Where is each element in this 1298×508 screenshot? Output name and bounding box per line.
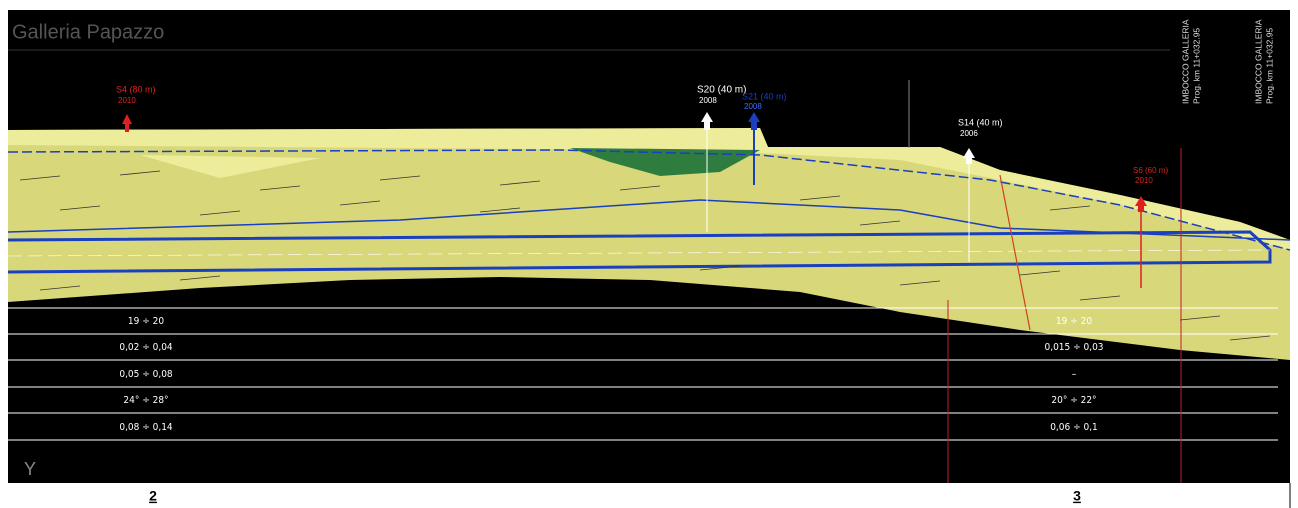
fault-line bbox=[999, 174, 1031, 331]
table-cell: 19 ÷ 20 bbox=[128, 316, 164, 327]
boundary-line bbox=[7, 199, 1291, 241]
tunnel-axis bbox=[7, 249, 1271, 257]
table-cell: 0,08 ÷ 0,14 bbox=[119, 422, 173, 433]
table-cell: 20° ÷ 22° bbox=[1051, 395, 1096, 406]
borehole-year: 2006 bbox=[960, 129, 978, 138]
green-lens bbox=[570, 148, 760, 176]
borehole-name: S21 (40 m) bbox=[742, 91, 787, 101]
borehole-marker bbox=[963, 148, 975, 262]
table-cell: 0,015 ÷ 0,03 bbox=[1044, 342, 1103, 353]
table-cell: 19 ÷ 20 bbox=[1056, 316, 1092, 327]
table-cell: 24° ÷ 28° bbox=[123, 395, 168, 406]
portal-progressive: Prog. km 11+032.95 bbox=[1191, 28, 1201, 104]
lens bbox=[140, 155, 320, 178]
borehole-name: S6 (60 m) bbox=[1133, 166, 1168, 175]
table-cell: 0,06 ÷ 0,1 bbox=[1050, 422, 1098, 433]
table-cell: – bbox=[1072, 369, 1077, 380]
borehole-name: S20 (40 m) bbox=[697, 85, 746, 96]
borehole-marker bbox=[1135, 196, 1147, 288]
borehole-marker bbox=[122, 114, 132, 132]
borehole-marker bbox=[748, 112, 760, 185]
table-rules bbox=[8, 307, 1278, 441]
axis-label: Y bbox=[24, 459, 36, 479]
borehole-year: 2008 bbox=[699, 96, 717, 105]
portal-label: IMBOCCO GALLERIA bbox=[1180, 19, 1190, 104]
table-cell: 0,02 ÷ 0,04 bbox=[119, 342, 173, 353]
borehole-marker bbox=[701, 112, 713, 232]
portal-progressive: Prog. km 11+032.95 bbox=[1264, 28, 1274, 104]
borehole-name: S14 (40 m) bbox=[958, 117, 1003, 127]
borehole-year: 2008 bbox=[744, 102, 762, 111]
section-number: 3 bbox=[1073, 488, 1081, 504]
borehole-year: 2010 bbox=[118, 96, 136, 105]
hatching bbox=[19, 170, 1271, 341]
parameter-table: 19 ÷ 20 19 ÷ 20 0,02 ÷ 0,04 0,015 ÷ 0,03 0,0… bbox=[119, 316, 1103, 433]
borehole-name: S4 (80 m) bbox=[116, 84, 156, 94]
borehole-year: 2010 bbox=[1135, 176, 1153, 185]
table-cell: 0,05 ÷ 0,08 bbox=[119, 369, 173, 380]
portal-label: IMBOCCO GALLERIA bbox=[1253, 19, 1263, 104]
section-number: 2 bbox=[149, 488, 157, 504]
drawing-title: Galleria Papazzo bbox=[12, 21, 164, 43]
